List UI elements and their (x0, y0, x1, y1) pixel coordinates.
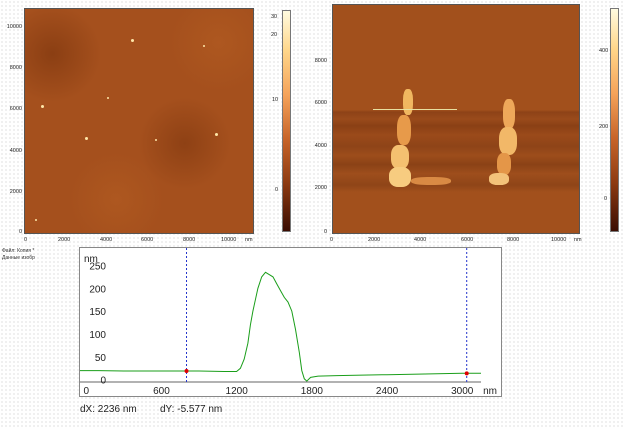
right-afm-topography-image[interactable] (332, 4, 580, 234)
nanostructure (499, 127, 517, 155)
y-tick-label: 0 (100, 376, 106, 387)
y-tick-label: 6000 (9, 106, 22, 112)
y-tick-label: 10000 (6, 24, 22, 30)
colorbar-tick-label: 10 (272, 97, 279, 103)
particle (35, 219, 37, 221)
y-tick-label: 0 (323, 229, 327, 235)
y-tick-label: 0 (18, 229, 22, 235)
height-profile-panel[interactable]: 0 50 100 150 200 250 nm 0 600 1200 1800 2400 3000 nm (79, 247, 502, 397)
x-tick-label: 0 (24, 237, 28, 243)
nanostructure (497, 153, 511, 175)
left-afm-topography-image[interactable] (24, 8, 254, 234)
colorbar-tick-label: 400 (599, 48, 609, 54)
particle (131, 39, 134, 42)
nanostructure (503, 99, 515, 129)
colorbar-tick-label: 0 (604, 196, 608, 202)
x-tick-label: 1200 (226, 386, 249, 396)
colorbar-tick-label: 0 (275, 187, 279, 193)
nanostructure (411, 177, 451, 185)
y-tick-label: 100 (89, 330, 106, 341)
cursor-marker[interactable] (184, 369, 189, 374)
y-tick-label: 150 (89, 307, 106, 318)
x-tick-label: 10000 (551, 237, 567, 243)
particle (85, 137, 88, 140)
y-tick-label: 200 (89, 284, 106, 295)
y-tick-label: 8000 (9, 65, 22, 71)
nanostructure (489, 173, 509, 185)
nanostructure (397, 115, 411, 145)
profile-scan-line[interactable] (373, 109, 457, 110)
y-tick-label: 50 (95, 353, 107, 364)
y-tick-label: 8000 (314, 58, 327, 64)
x-tick-label: 3000 (451, 386, 474, 396)
y-tick-label: 4000 (314, 143, 327, 149)
x-tick-label: 600 (153, 386, 170, 396)
x-unit-label: nm (483, 386, 497, 396)
cursor-marker[interactable] (464, 371, 469, 376)
file-name-label: Файл: Копия * (2, 248, 35, 254)
nanostructure (403, 89, 413, 115)
x-tick-label: 1800 (301, 386, 324, 396)
x-tick-label: 2000 (368, 237, 381, 243)
particle (155, 139, 157, 141)
x-tick-label: 6000 (461, 237, 474, 243)
y-unit-label: nm (84, 254, 98, 265)
particle (215, 133, 218, 136)
nanostructure (391, 145, 409, 169)
dy-readout: dY: -5.577 nm (160, 404, 223, 415)
left-colorbar (282, 10, 291, 232)
nanostructure (389, 167, 411, 187)
colorbar-tick-label: 200 (599, 124, 609, 130)
x-tick-label: 10000 (221, 237, 237, 243)
x-tick-label: 4000 (414, 237, 427, 243)
x-tick-label: 0 (330, 237, 334, 243)
image-data-label: Данные изобр (2, 255, 35, 261)
right-colorbar (610, 8, 619, 232)
colorbar-tick-label: 20 (271, 32, 278, 38)
y-tick-label: 2000 (314, 185, 327, 191)
y-tick-label: 6000 (314, 100, 327, 106)
x-tick-label: 8000 (507, 237, 520, 243)
x-tick-label: 8000 (183, 237, 196, 243)
colorbar-tick-label: 30 (271, 14, 278, 20)
x-tick-label: 2000 (58, 237, 71, 243)
y-tick-label: 4000 (9, 148, 22, 154)
y-tick-label: 250 (89, 261, 106, 272)
particle (41, 105, 44, 108)
particle (107, 97, 109, 99)
height-profile-line (80, 271, 481, 382)
dx-readout: dX: 2236 nm (80, 404, 137, 415)
chart-series (80, 271, 481, 382)
x-tick-label: 2400 (376, 386, 399, 396)
x-tick-label: 6000 (141, 237, 154, 243)
y-tick-label: 2000 (9, 189, 22, 195)
x-unit-label: nm (574, 237, 582, 243)
x-unit-label: nm (245, 237, 253, 243)
x-tick-label: 0 (83, 386, 89, 396)
particle (203, 45, 205, 47)
x-tick-label: 4000 (100, 237, 113, 243)
chart-cursors[interactable] (186, 248, 468, 382)
